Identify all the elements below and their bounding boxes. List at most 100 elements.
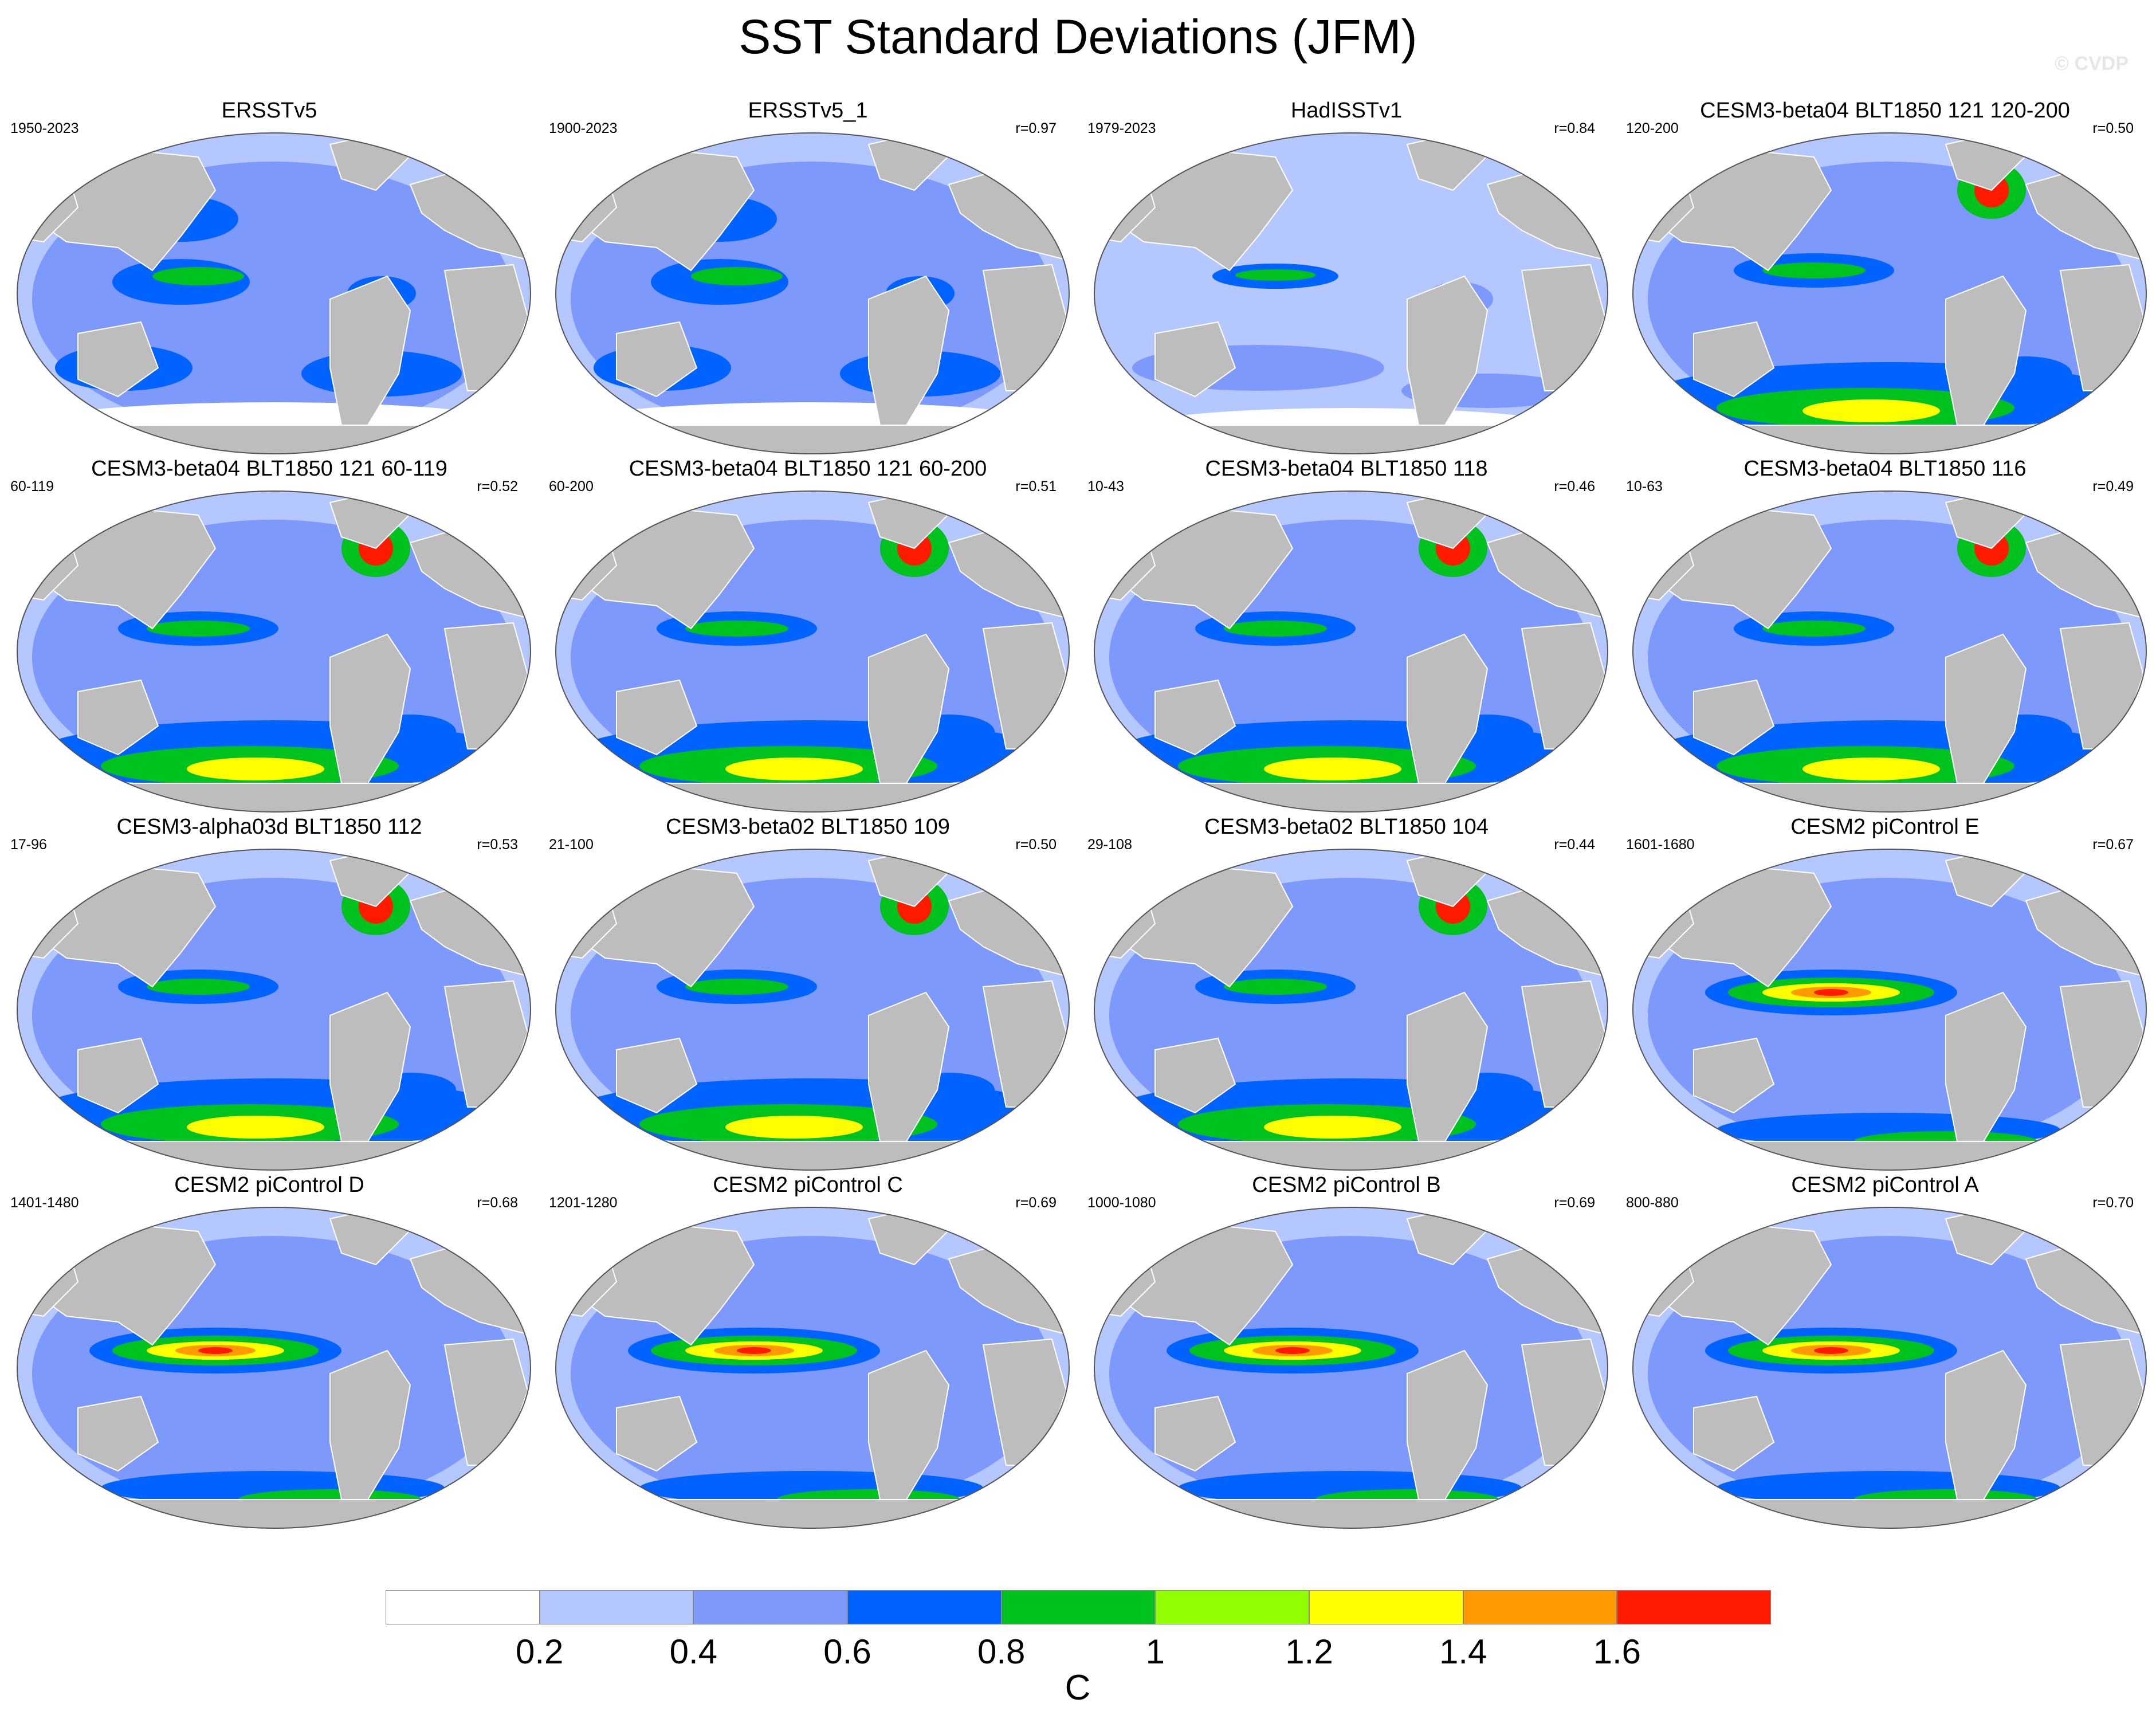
panel-correlation: r=0.51: [1015, 478, 1057, 495]
world-map: [17, 849, 531, 1171]
land-australia: [616, 1037, 698, 1114]
sst-contour-region-10: [1802, 758, 1940, 780]
land-south-america: [1945, 275, 2027, 432]
land-australia: [616, 679, 698, 756]
colorbar-tick-label: 1.6: [1593, 1632, 1641, 1671]
panel-correlation: r=0.69: [1554, 1195, 1595, 1211]
map-panel-3: HadISSTv1 1979-2023 r=0.84: [1077, 97, 1616, 470]
map-panel-13: CESM2 piControl D 1401-1480 r=0.68: [0, 1172, 539, 1544]
world-map: [1094, 132, 1608, 454]
colorbar-box-1: [386, 1590, 540, 1624]
panel-period: 21-100: [549, 837, 594, 853]
globe-outline: [1632, 1207, 2147, 1529]
land-australia: [77, 321, 159, 398]
world-map: [555, 132, 1070, 454]
world-map: [1094, 1207, 1608, 1529]
map-content: [1633, 491, 2146, 812]
colorbar-box-4: [847, 1590, 1002, 1624]
map-panel-10: CESM3-beta02 BLT1850 109 21-100 r=0.50: [539, 814, 1077, 1186]
world-map: [1632, 1207, 2147, 1529]
sst-contour-region-10: [187, 1116, 324, 1139]
panel-period: 60-200: [549, 478, 594, 495]
panel-correlation: r=0.84: [1554, 120, 1595, 136]
sst-contour-region-3: [685, 979, 788, 995]
colorbar-box-3: [693, 1590, 847, 1624]
land-antarctica: [31, 1141, 515, 1170]
land-south-america: [1407, 991, 1489, 1148]
land-australia: [1154, 1395, 1236, 1472]
panel-period: 29-108: [1087, 837, 1132, 853]
sst-contour-region-3: [1762, 621, 1866, 637]
land-australia: [616, 321, 698, 398]
colorbar-box-9: [1617, 1590, 1771, 1624]
sst-contour-region-6: [1814, 989, 1848, 996]
panel-correlation: r=0.70: [2092, 1195, 2134, 1211]
land-antarctica: [1108, 425, 1592, 454]
panel-title: CESM3-alpha03d BLT1850 112: [116, 815, 422, 839]
land-australia: [1154, 679, 1236, 756]
globe-outline: [1094, 490, 1608, 813]
land-antarctica: [31, 425, 515, 454]
world-map: [17, 132, 531, 454]
globe-outline: [17, 490, 531, 813]
map-content: [17, 849, 531, 1170]
world-map: [1632, 490, 2147, 813]
map-content: [17, 491, 531, 812]
colorbar-box-6: [1155, 1590, 1309, 1624]
panel-period: 1601-1680: [1626, 837, 1695, 853]
panel-title: CESM2 piControl B: [1252, 1173, 1441, 1197]
panel-period: 1000-1080: [1087, 1195, 1156, 1211]
world-map: [555, 490, 1070, 813]
panel-title: CESM2 piControl D: [174, 1173, 364, 1197]
land-antarctica: [570, 425, 1053, 454]
panel-period: 1900-2023: [549, 120, 618, 136]
land-antarctica: [1108, 1141, 1592, 1170]
map-content: [1633, 849, 2146, 1170]
panel-period: 800-880: [1626, 1195, 1679, 1211]
colorbar-unit-label: C: [1065, 1668, 1091, 1708]
panel-title: CESM3-beta04 BLT1850 121 60-119: [91, 457, 447, 481]
world-map: [1632, 132, 2147, 454]
land-antarctica: [31, 1499, 515, 1528]
map-panel-grid: ERSSTv5 1950-2023: [0, 97, 2147, 1544]
land-antarctica: [1647, 1141, 2130, 1170]
map-content: [556, 849, 1069, 1170]
panel-period: 17-96: [10, 837, 47, 853]
sst-contour-region-3: [1762, 262, 1866, 278]
sst-contour-region-10: [1264, 1116, 1401, 1139]
globe-outline: [555, 490, 1070, 813]
globe-outline: [17, 132, 531, 454]
sst-contour-region-10: [725, 758, 863, 780]
land-australia: [1154, 321, 1236, 398]
globe-outline: [1094, 132, 1608, 454]
panel-correlation: r=0.53: [477, 837, 518, 853]
map-content: [1094, 849, 1608, 1170]
land-antarctica: [1647, 1499, 2130, 1528]
land-australia: [77, 679, 159, 756]
world-map: [17, 490, 531, 813]
land-south-america: [1407, 633, 1489, 790]
colorbar-box-2: [539, 1590, 694, 1624]
map-panel-11: CESM3-beta02 BLT1850 104 29-108 r=0.44: [1077, 814, 1616, 1186]
map-content: [556, 133, 1069, 454]
continents: [556, 1207, 1069, 1528]
land-antarctica: [570, 783, 1053, 812]
world-map: [1094, 849, 1608, 1171]
map-panel-15: CESM2 piControl B 1000-1080 r=0.69: [1077, 1172, 1616, 1544]
land-south-america: [1945, 991, 2027, 1148]
land-south-america: [868, 1349, 950, 1506]
map-panel-2: ERSSTv5_1 1900-2023 r=0.97: [539, 97, 1077, 470]
world-map: [555, 1207, 1070, 1529]
sst-contour-region-3: [147, 621, 250, 637]
panel-period: 120-200: [1626, 120, 1679, 136]
sst-contour-region-6: [198, 1347, 233, 1354]
map-content: [1094, 133, 1608, 454]
map-content: [17, 133, 531, 454]
sst-contour-region-6: [1814, 1347, 1848, 1354]
panel-title: CESM3-beta04 BLT1850 116: [1743, 457, 2027, 481]
sst-contour-region-3: [685, 621, 788, 637]
panel-period: 60-119: [10, 478, 54, 495]
map-content: [1633, 133, 2146, 454]
panel-correlation: r=0.52: [477, 478, 518, 495]
globe-outline: [1632, 849, 2147, 1171]
